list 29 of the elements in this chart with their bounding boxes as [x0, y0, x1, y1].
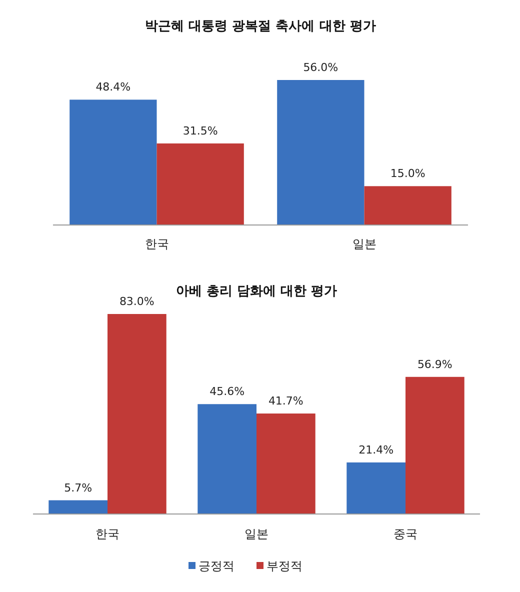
data-label: 83.0%: [119, 295, 154, 308]
x-tick-label: 일본: [352, 237, 376, 251]
bar: [364, 186, 452, 225]
bar: [198, 404, 256, 514]
data-label: 21.4%: [358, 443, 394, 456]
x-tick-label: 한국: [96, 527, 120, 541]
bar: [48, 500, 108, 514]
data-label: 31.5%: [182, 124, 218, 138]
data-label: 5.7%: [64, 481, 92, 494]
bar: [277, 80, 364, 225]
x-tick-label: 일본: [244, 527, 268, 541]
data-label: 45.6%: [210, 385, 245, 398]
chart-title: 박근혜 대통령 광복절 축사에 대한 평가: [145, 19, 376, 34]
data-label: 48.4%: [96, 80, 131, 94]
bar: [256, 414, 316, 514]
bar: [70, 100, 157, 225]
data-label: 56.9%: [417, 358, 452, 371]
legend-label: 부정적: [266, 559, 302, 573]
x-tick-label: 한국: [144, 237, 169, 251]
bar: [156, 143, 244, 225]
data-label: 41.7%: [268, 394, 304, 408]
chart-title: 아베 총리 담화에 대한 평가: [176, 284, 338, 299]
data-label: 15.0%: [390, 167, 426, 180]
bar: [346, 462, 406, 514]
bar: [406, 376, 464, 514]
legend-label: 긍정적: [198, 559, 234, 573]
data-label: 56.0%: [303, 61, 338, 74]
x-tick-label: 중국: [394, 527, 418, 541]
bar: [108, 314, 166, 514]
